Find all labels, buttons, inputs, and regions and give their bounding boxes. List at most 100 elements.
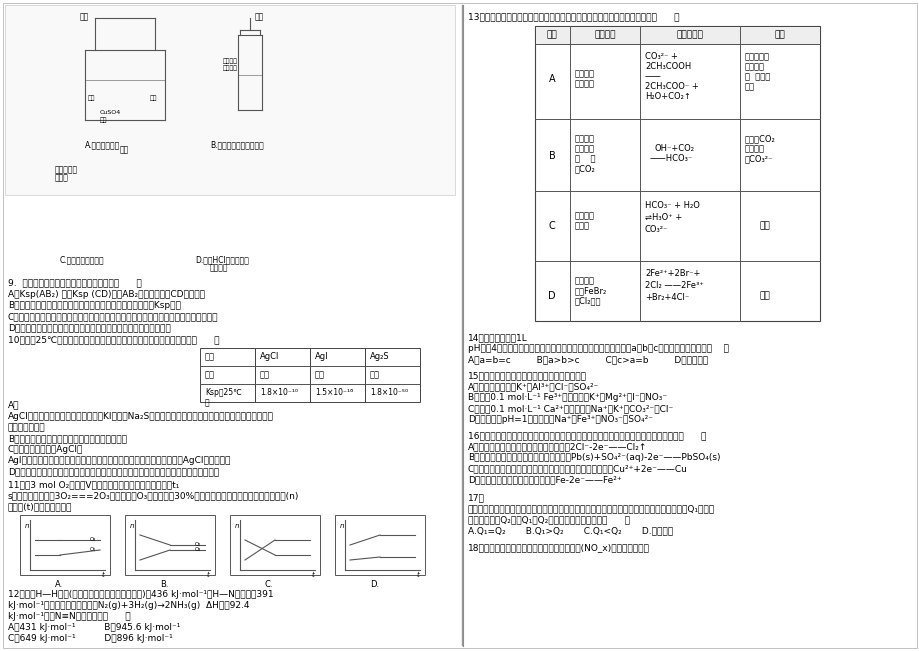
Text: 成CO₃²⁻: 成CO₃²⁻ — [744, 154, 773, 163]
Text: 生成黑色沉淀。: 生成黑色沉淀。 — [8, 423, 46, 432]
Text: 错误，碳酸: 错误，碳酸 — [744, 52, 769, 61]
Text: Ksp（25℃
）: Ksp（25℃ ） — [205, 388, 242, 408]
Text: ⇌H₃O⁺ +: ⇌H₃O⁺ + — [644, 213, 682, 222]
Text: 11．将3 mol O₂加入到V升的反应器中，在高温下放电，经t₁: 11．将3 mol O₂加入到V升的反应器中，在高温下放电，经t₁ — [8, 480, 179, 489]
Bar — [125, 515, 215, 575]
Text: 溶液中通: 溶液中通 — [574, 144, 595, 153]
Text: A.Q₁=Q₂       B.Q₁>Q₂       C.Q₁<Q₂       D.无法判断: A.Q₁=Q₂ B.Q₁>Q₂ C.Q₁<Q₂ D.无法判断 — [468, 526, 673, 535]
Text: 黄色: 黄色 — [314, 370, 324, 379]
Text: 量CO₂: 量CO₂ — [574, 164, 596, 173]
Text: C.: C. — [265, 580, 273, 589]
Text: t: t — [102, 572, 105, 578]
Text: t: t — [416, 572, 419, 578]
Text: A．电解铜和食盐水时，阳极的电极反应为2Cl⁻-2e⁻——Cl₂↑: A．电解铜和食盐水时，阳极的电极反应为2Cl⁻-2e⁻——Cl₂↑ — [468, 442, 647, 451]
Text: A: A — [548, 74, 555, 84]
Text: C．一定温度下，将AgCl，: C．一定温度下，将AgCl， — [8, 445, 84, 454]
Text: AgCl: AgCl — [260, 352, 279, 361]
Bar — [365, 348, 420, 402]
Bar — [230, 515, 320, 575]
Text: D.验证HCl气体在水中: D.验证HCl气体在水中 — [195, 255, 249, 264]
Text: CO₃²⁻ +: CO₃²⁻ + — [644, 52, 677, 61]
Text: HCO₃⁻ + H₂O: HCO₃⁻ + H₂O — [644, 201, 699, 210]
Text: O₂: O₂ — [195, 542, 201, 547]
Text: s建立了平衡体系：3O₂===2O₃，此时臭氧O₃的转化率为30%，下列图像能正确表示气体的物质的量(n): s建立了平衡体系：3O₂===2O₃，此时臭氧O₃的转化率为30%，下列图像能正… — [8, 491, 299, 500]
Text: B: B — [548, 151, 555, 161]
Text: ——HCO₃⁻: ——HCO₃⁻ — [650, 154, 693, 163]
Text: 的溶解性: 的溶解性 — [210, 263, 228, 272]
Text: 13．下列是某同学对相应反应的离子方程式所作的评价，其中评价合理的是（      ）: 13．下列是某同学对相应反应的离子方程式所作的评价，其中评价合理的是（ ） — [468, 12, 679, 21]
Text: O₂: O₂ — [90, 547, 96, 552]
Text: AgI的饱和溶液等体积混合，再加入足量稀醋酸溶液，两种沉淀都有，以AgCl沉淀为主。: AgI的饱和溶液等体积混合，再加入足量稀醋酸溶液，两种沉淀都有，以AgCl沉淀为… — [8, 456, 231, 465]
Text: 随时间(t)的关系的是（）: 随时间(t)的关系的是（） — [8, 502, 73, 511]
Text: 18．在一定的条件下用甲烷可以消除氮氧化物(NO_x)的污染。已知：: 18．在一定的条件下用甲烷可以消除氮氧化物(NO_x)的污染。已知： — [468, 543, 649, 552]
Bar — [5, 5, 455, 195]
Bar — [199, 348, 255, 402]
Text: A．431 kJ·mol⁻¹          B．945.6 kJ·mol⁻¹: A．431 kJ·mol⁻¹ B．945.6 kJ·mol⁻¹ — [8, 623, 180, 632]
Text: 黑色: 黑色 — [369, 370, 380, 379]
Text: 白色: 白色 — [260, 370, 269, 379]
Text: AgCl白色悬浊液中依次加入等浓度的KI溶液和Na₂S溶液，观察到的现象白色沉淀先转化为黄色沉淀，再: AgCl白色悬浊液中依次加入等浓度的KI溶液和Na₂S溶液，观察到的现象白色沉淀… — [8, 412, 274, 421]
Text: 14．相同温度下，1L: 14．相同温度下，1L — [468, 333, 528, 342]
Text: kJ·mol⁻¹，根据氮化学方程式：N₂(g)+3H₂(g)→2NH₃(g)  ΔH＝－92.4: kJ·mol⁻¹，根据氮化学方程式：N₂(g)+3H₂(g)→2NH₃(g) Δ… — [8, 601, 249, 610]
Text: 的水解: 的水解 — [574, 221, 589, 230]
Text: 正确: 正确 — [759, 221, 770, 230]
Text: CuSO4: CuSO4 — [100, 110, 121, 115]
Text: kJ·mol⁻¹，则N≡N键的键能是（      ）: kJ·mol⁻¹，则N≡N键的键能是（ ） — [8, 612, 130, 621]
Text: 2Cl₂ ——2Fe³⁺: 2Cl₂ ——2Fe³⁺ — [644, 281, 703, 290]
Text: 量的FeBr₂: 量的FeBr₂ — [574, 286, 607, 295]
Text: B．在铅蓄电池放电时，正极发生的反应是Pb(s)+SO₄²⁻(aq)-2e⁻——PbSO₄(s): B．在铅蓄电池放电时，正极发生的反应是Pb(s)+SO₄²⁻(aq)-2e⁻——… — [468, 453, 720, 462]
Text: 评价: 评价 — [774, 30, 785, 39]
Text: C．在氯化银的沉淀溶解平衡体系中，加入碘化钾固体，氯化银沉淀可转化为碘化银沉淀: C．在氯化银的沉淀溶解平衡体系中，加入碘化钾固体，氯化银沉淀可转化为碘化银沉淀 — [8, 312, 219, 321]
Text: 过量应生: 过量应生 — [744, 144, 765, 153]
Text: 17．: 17． — [468, 493, 484, 502]
Bar — [335, 515, 425, 575]
Text: n: n — [130, 523, 134, 529]
Text: D．不同物质的溶度积是不同的，同一物质的溶度积与浓度有关，浓度越小溶度积越小。: D．不同物质的溶度积是不同的，同一物质的溶度积与浓度有关，浓度越小溶度积越小。 — [8, 467, 219, 476]
Text: 溶液: 溶液 — [100, 117, 108, 122]
Text: n: n — [340, 523, 344, 529]
Text: 16．化学用语是学习化学的重要工具，下列用来表示物质变化的化学用语中，正确的是（      ）: 16．化学用语是学习化学的重要工具，下列用来表示物质变化的化学用语中，正确的是（… — [468, 431, 706, 440]
Text: D．钢铁发生化学腐蚀的正极反应为Fe-2e⁻——Fe²⁺: D．钢铁发生化学腐蚀的正极反应为Fe-2e⁻——Fe²⁺ — [468, 475, 621, 484]
Text: O₃: O₃ — [195, 547, 201, 552]
Text: n: n — [234, 523, 239, 529]
Bar — [310, 348, 365, 402]
Text: B．在氯化银的沉淀溶解平衡体系中，加入蒸馏水，氯化银的Ksp增大: B．在氯化银的沉淀溶解平衡体系中，加入蒸馏水，氯化银的Ksp增大 — [8, 301, 181, 310]
Text: 化学反应: 化学反应 — [594, 30, 615, 39]
Text: CO₃²⁻: CO₃²⁻ — [644, 225, 667, 234]
Text: 石墨: 石墨 — [88, 95, 96, 101]
Text: A．a=b=c         B．a>b>c         C．c>a=b         D．无法确定: A．a=b=c B．a>b>c C．c>a=b D．无法确定 — [468, 355, 708, 364]
Text: C．含有0.1 mol·L⁻¹ Ca²⁺溶液存中：Na⁺、K⁺、CO₃²⁻、Cl⁻: C．含有0.1 mol·L⁻¹ Ca²⁺溶液存中：Na⁺、K⁺、CO₃²⁻、Cl… — [468, 404, 673, 413]
Text: B.: B. — [160, 580, 168, 589]
Text: pH均为4的盐酸、醋酸和氯化铵溶液中发生电离的水分子数分别为a、b、c，三者的大小顺序是（    ）: pH均为4的盐酸、醋酸和氯化铵溶液中发生电离的水分子数分别为a、b、c，三者的大… — [468, 344, 728, 353]
Text: Ag₂S: Ag₂S — [369, 352, 390, 361]
Text: t: t — [207, 572, 210, 578]
Text: 物质: 物质 — [205, 352, 215, 361]
Text: n: n — [25, 523, 29, 529]
Text: A．Ksp(AB₂) 小于Ksp (CD)，则AB₂的溶解度小于CD的溶解度: A．Ksp(AB₂) 小于Ksp (CD)，则AB₂的溶解度小于CD的溶解度 — [8, 290, 205, 299]
Text: 放出的热量为Q₂，则Q₁和Q₂相对大小判断正确的是（      ）: 放出的热量为Q₂，则Q₁和Q₂相对大小判断正确的是（ ） — [468, 515, 630, 524]
Text: A．: A． — [8, 400, 19, 409]
Text: C.实验室制乙酸乙酯: C.实验室制乙酸乙酯 — [60, 255, 105, 264]
Text: 错误，CO₂: 错误，CO₂ — [744, 134, 775, 143]
Text: H₂O+CO₂↑: H₂O+CO₂↑ — [644, 92, 690, 101]
Text: 气体: 气体 — [255, 12, 264, 21]
Text: 碱性高锰: 碱性高锰 — [222, 58, 238, 64]
Text: A．强碱性溶液中：K⁺、Al³⁺、Cl⁻、SO₄²⁻: A．强碱性溶液中：K⁺、Al³⁺、Cl⁻、SO₄²⁻ — [468, 382, 598, 391]
Text: 离子方程式: 离子方程式 — [675, 30, 703, 39]
Text: 15．在下列各溶液中，离子一定能大量共存的是: 15．在下列各溶液中，离子一定能大量共存的是 — [468, 371, 586, 380]
Bar — [255, 348, 310, 402]
Text: 解  质，不: 解 质，不 — [744, 72, 769, 81]
Text: 2Fe²⁺+2Br⁻+: 2Fe²⁺+2Br⁻+ — [644, 269, 699, 278]
Text: A.: A. — [55, 580, 63, 589]
Text: 拆写: 拆写 — [744, 82, 754, 91]
Text: 气泡: 气泡 — [119, 145, 129, 154]
Text: +Br₂+4Cl⁻: +Br₂+4Cl⁻ — [644, 293, 688, 302]
Text: 铜片: 铜片 — [150, 95, 157, 101]
Text: 1.8×10⁻¹⁰: 1.8×10⁻¹⁰ — [260, 388, 298, 397]
Text: ——: —— — [644, 72, 661, 81]
Text: C．在铁器上镀铜时，与电源正极相连的是镀件，电极反应为Cu²⁺+2e⁻——Cu: C．在铁器上镀铜时，与电源正极相连的是镀件，电极反应为Cu²⁺+2e⁻——Cu — [468, 464, 687, 473]
Text: 碳酸氢钠: 碳酸氢钠 — [574, 211, 595, 220]
Text: OH⁻+CO₂: OH⁻+CO₂ — [654, 144, 694, 153]
Text: 12．已知H—H键能(断裂时吸收发生此对称的能量)为436 kJ·mol⁻¹，H—N键键能为391: 12．已知H—H键能(断裂时吸收发生此对称的能量)为436 kJ·mol⁻¹，H… — [8, 590, 273, 599]
Text: 酸钾溶液: 酸钾溶液 — [222, 65, 238, 70]
